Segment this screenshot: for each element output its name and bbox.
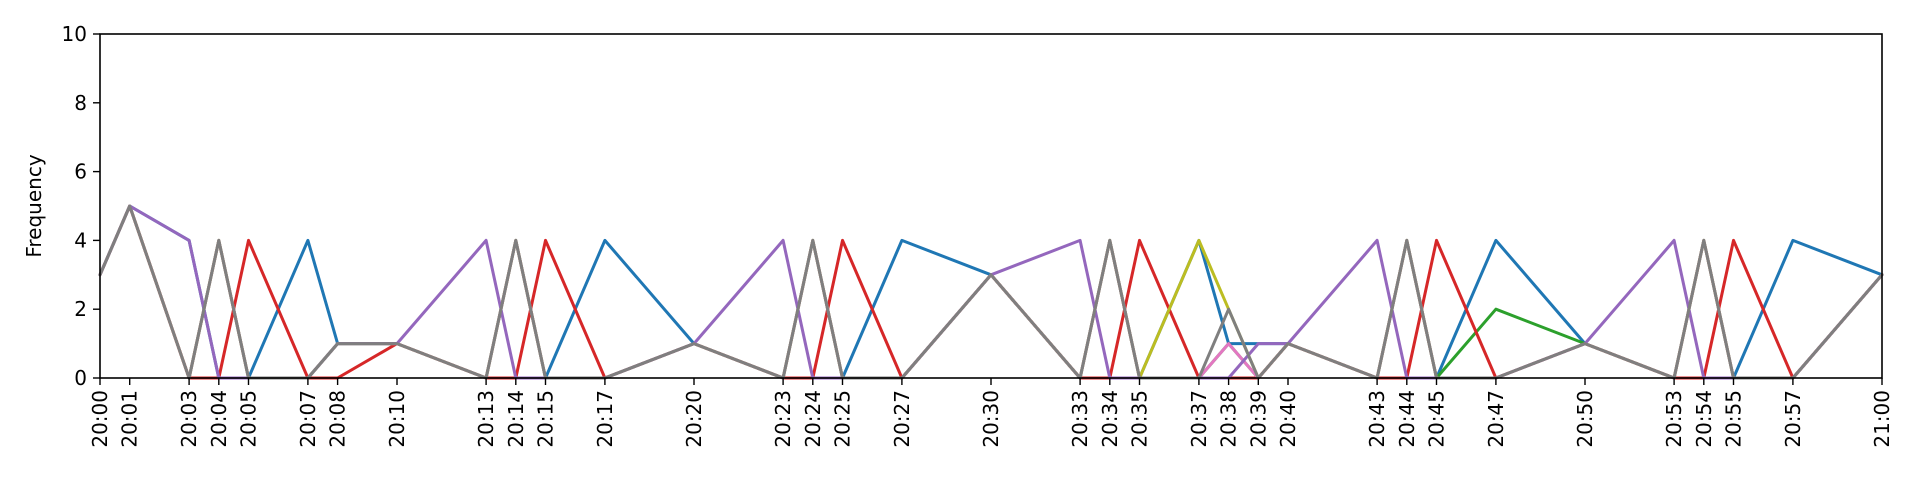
series-line-4 [98,204,1884,380]
x-tick-label: 20:27 [890,390,914,448]
y-tick-label: 6 [74,160,87,184]
series-line-2 [98,204,1884,380]
y-axis-title: Frequency [22,154,46,257]
x-tick-label: 20:23 [771,390,795,448]
series-line-3 [98,204,1884,380]
x-tick-label: 20:54 [1692,390,1716,448]
y-tick-label: 8 [74,91,87,115]
x-tick-label: 20:37 [1187,390,1211,448]
x-tick-label: 20:24 [801,390,825,448]
x-tick-label: 20:55 [1722,390,1746,448]
x-tick-label: 20:44 [1395,390,1419,448]
series-line-0 [98,204,1884,380]
x-tick-label: 20:03 [177,390,201,448]
x-tick-label: 20:20 [682,390,706,448]
x-tick-label: 20:07 [296,390,320,448]
y-tick-label: 4 [74,228,87,252]
x-tick-label: 20:00 [88,390,112,448]
y-tick-label: 10 [62,22,87,46]
x-tick-label: 20:38 [1217,390,1241,448]
x-tick-label: 21:00 [1870,390,1894,448]
x-tick-label: 20:50 [1573,390,1597,448]
x-tick-label: 20:04 [207,390,231,448]
series-layer [98,204,1884,380]
y-tick-label: 2 [74,297,87,321]
x-tick-label: 20:43 [1365,390,1389,448]
y-axis: 0 2 4 6 8 10 [62,22,100,390]
x-tick-label: 20:08 [326,390,350,448]
x-tick-label: 20:17 [593,390,617,448]
y-tick-label: 0 [74,366,87,390]
x-tick-label: 20:39 [1246,390,1270,448]
x-tick-label: 20:33 [1068,390,1092,448]
x-tick-label: 20:01 [118,390,142,448]
x-tick-label: 20:15 [534,390,558,448]
x-tick-label: 20:57 [1781,390,1805,448]
x-tick-label: 20:45 [1425,390,1449,448]
x-tick-label: 20:13 [474,390,498,448]
x-tick-label: 20:30 [979,390,1003,448]
series-line-5 [98,204,1884,380]
x-tick-label: 20:25 [831,390,855,448]
x-tick-label: 20:40 [1276,390,1300,448]
series-line-6 [98,204,1884,380]
x-tick-label: 20:47 [1484,390,1508,448]
x-tick-label: 20:34 [1098,390,1122,448]
x-tick-label: 20:10 [385,390,409,448]
series-line-1 [98,204,1884,380]
plot-frame [99,33,1883,379]
x-tick-label: 20:53 [1662,390,1686,448]
x-tick-label: 20:14 [504,390,528,448]
x-tick-label: 20:35 [1128,390,1152,448]
x-tick-label: 20:05 [237,390,261,448]
x-axis: 20:00 20:01 20:03 20:04 20:05 20:07 20:08 20:10… [88,378,1894,448]
